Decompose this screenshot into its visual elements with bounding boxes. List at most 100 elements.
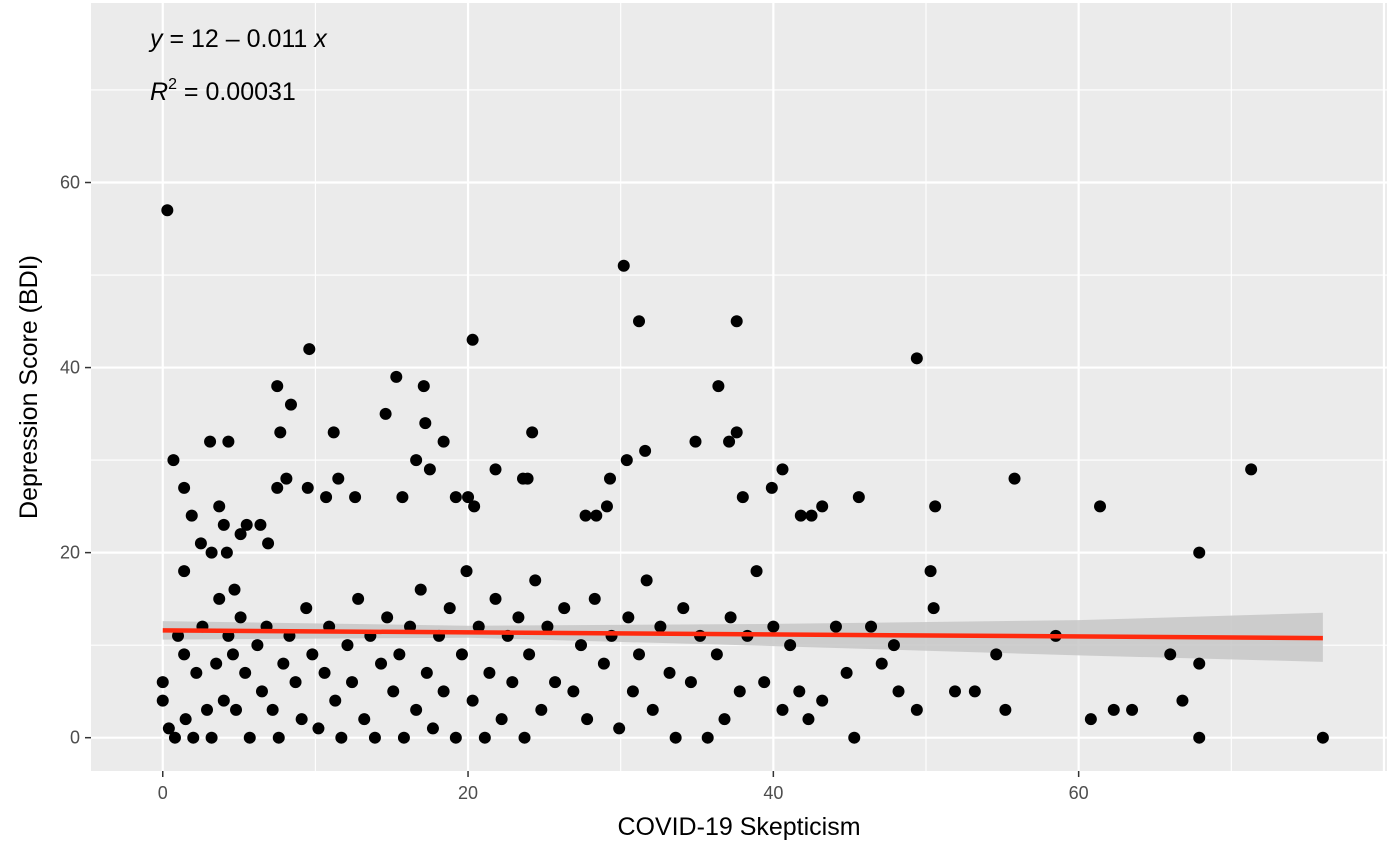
data-point <box>710 648 723 661</box>
data-point <box>767 620 780 633</box>
r-squared-value: = 0.00031 <box>177 78 296 106</box>
data-point <box>437 435 450 448</box>
data-point <box>419 417 432 430</box>
data-point <box>1084 713 1097 726</box>
data-point <box>222 435 235 448</box>
data-point <box>663 666 676 679</box>
data-point <box>213 500 226 513</box>
data-point <box>924 565 937 578</box>
data-point <box>205 546 218 559</box>
data-point <box>327 426 340 439</box>
data-point <box>604 472 617 485</box>
data-point <box>765 481 778 494</box>
data-point <box>414 583 427 596</box>
data-point <box>852 491 865 504</box>
data-point <box>521 472 534 485</box>
data-point <box>255 685 268 698</box>
data-point <box>243 731 256 744</box>
data-point <box>506 676 519 689</box>
data-point <box>460 565 473 578</box>
data-point <box>529 574 542 587</box>
data-point <box>329 694 342 707</box>
data-point <box>1176 694 1189 707</box>
data-point <box>701 731 714 744</box>
r-squared-r-symbol: R <box>150 78 168 106</box>
equation-annotation: y = 12 – 0.011 x <box>148 25 328 53</box>
data-point <box>875 657 888 670</box>
data-point <box>168 731 181 744</box>
data-point <box>368 731 381 744</box>
data-point <box>300 602 313 615</box>
data-point <box>622 611 635 624</box>
data-point <box>518 731 531 744</box>
data-point <box>210 657 223 670</box>
data-point <box>187 731 200 744</box>
data-point <box>639 444 652 457</box>
data-point <box>228 583 241 596</box>
data-point <box>1107 703 1120 716</box>
x-tick-label: 20 <box>458 783 478 803</box>
data-point <box>776 703 789 716</box>
data-point <box>1193 546 1206 559</box>
data-point <box>204 435 217 448</box>
y-tick-label: 20 <box>60 543 80 563</box>
data-point <box>234 611 247 624</box>
r-squared-superscript: 2 <box>168 76 177 93</box>
y-tick-label: 60 <box>60 173 80 193</box>
data-point <box>724 611 737 624</box>
data-point <box>478 731 491 744</box>
data-point <box>626 685 639 698</box>
data-point <box>226 648 239 661</box>
x-axis-title: COVID-19 Skepticism <box>617 813 860 841</box>
data-point <box>489 463 502 476</box>
data-point <box>523 648 536 661</box>
data-point <box>495 713 508 726</box>
data-point <box>712 380 725 393</box>
data-point <box>999 703 1012 716</box>
data-point <box>240 518 253 531</box>
data-point <box>865 620 878 633</box>
data-point <box>646 703 659 716</box>
data-point <box>396 491 409 504</box>
data-point <box>910 703 923 716</box>
data-point <box>190 666 203 679</box>
data-point <box>489 592 502 605</box>
data-point <box>840 666 853 679</box>
data-point <box>483 666 496 679</box>
data-point <box>541 620 554 633</box>
data-point <box>723 435 736 448</box>
data-point <box>284 398 297 411</box>
data-point <box>289 676 302 689</box>
data-point <box>271 380 284 393</box>
data-point <box>379 407 392 420</box>
data-point <box>312 722 325 735</box>
data-point <box>194 537 207 550</box>
data-point <box>558 602 571 615</box>
data-point <box>404 620 417 633</box>
y-axis-title: Depression Score (BDI) <box>15 255 43 519</box>
y-tick-label: 40 <box>60 358 80 378</box>
data-point <box>927 602 940 615</box>
data-point <box>640 574 653 587</box>
data-point <box>887 639 900 652</box>
data-point <box>358 713 371 726</box>
data-point <box>217 694 230 707</box>
data-point <box>320 491 333 504</box>
data-point <box>784 639 797 652</box>
data-point <box>1193 657 1206 670</box>
data-point <box>410 454 423 467</box>
data-point <box>575 639 588 652</box>
data-point <box>929 500 942 513</box>
data-point <box>567 685 580 698</box>
minor-gridlines <box>91 3 1387 771</box>
regression-line <box>162 628 1323 641</box>
axis-ticks: 0 20 40 60 0 20 40 60 <box>60 173 1089 803</box>
data-point <box>466 333 479 346</box>
data-point <box>730 315 743 328</box>
data-point <box>654 620 667 633</box>
data-point <box>381 611 394 624</box>
data-point <box>590 509 603 522</box>
data-point <box>301 481 314 494</box>
data-point <box>280 472 293 485</box>
